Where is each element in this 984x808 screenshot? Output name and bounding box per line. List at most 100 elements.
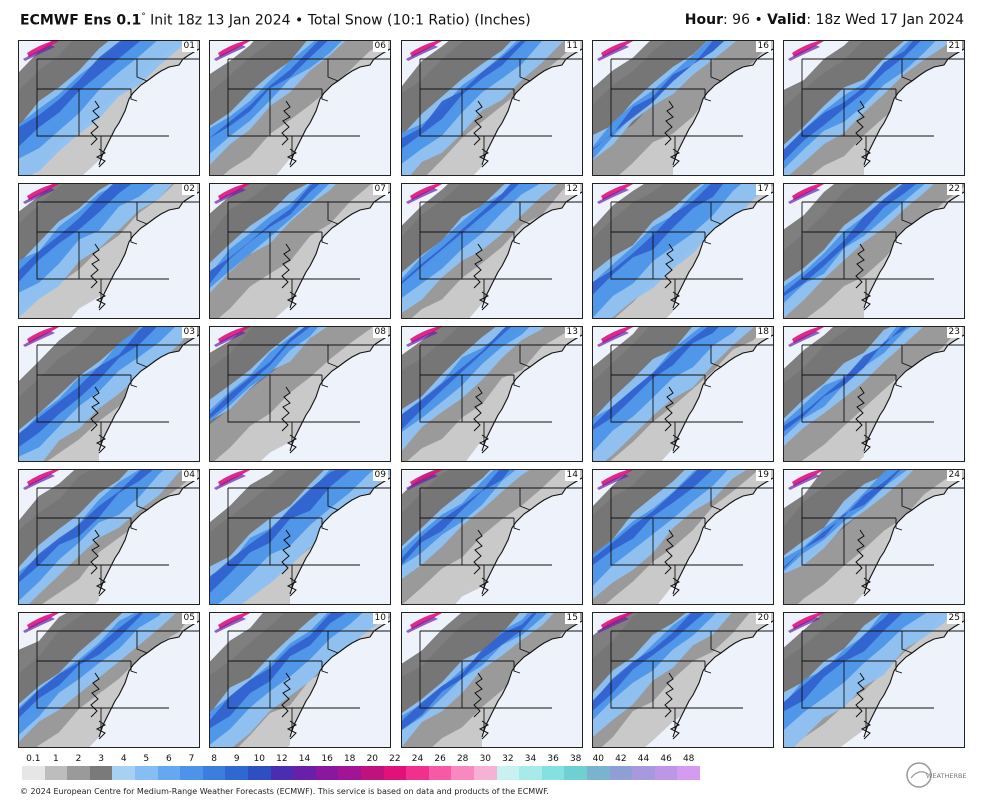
member-number: 04 bbox=[181, 470, 197, 481]
product-name: Total Snow (10:1 Ratio) (Inches) bbox=[307, 12, 531, 29]
colorbar-tick-label: 4 bbox=[120, 754, 127, 764]
colorbar-tick-label: 28 bbox=[456, 754, 469, 764]
member-panel-17: 17 bbox=[592, 183, 774, 319]
member-number: 12 bbox=[564, 184, 580, 195]
weatherbell-logo: WEATHERBELL bbox=[906, 762, 966, 788]
colorbar-swatch bbox=[315, 766, 339, 780]
valid-label: Valid bbox=[767, 12, 807, 28]
member-panel-15: 15 bbox=[401, 612, 583, 748]
member-number: 18 bbox=[755, 327, 771, 338]
snowfall-map bbox=[593, 613, 773, 747]
member-number: 13 bbox=[564, 327, 580, 338]
member-number: 03 bbox=[181, 327, 197, 338]
snowfall-map bbox=[210, 327, 390, 461]
colorbar-tick-label: 18 bbox=[343, 754, 356, 764]
colorbar-swatch bbox=[202, 766, 226, 780]
member-number: 07 bbox=[372, 184, 388, 195]
snowfall-map bbox=[402, 470, 582, 604]
bullet-separator: • bbox=[754, 12, 763, 28]
colorbar-swatch bbox=[541, 766, 565, 780]
colorbar-swatch bbox=[609, 766, 633, 780]
colorbar-tick-label: 36 bbox=[547, 754, 559, 764]
model-name: ECMWF Ens 0.1 bbox=[20, 12, 142, 29]
snowfall-map bbox=[19, 470, 199, 604]
logo-text: WEATHERBELL bbox=[926, 772, 966, 780]
member-panel-04: 04 bbox=[18, 469, 200, 605]
colorbar-swatch bbox=[564, 766, 588, 780]
colorbar-swatch bbox=[496, 766, 520, 780]
colorbar-swatch bbox=[180, 766, 204, 780]
colorbar-swatch bbox=[474, 766, 498, 780]
member-panel-05: 05 bbox=[18, 612, 200, 748]
colorbar-tick-label: 8 bbox=[211, 754, 217, 764]
colorbar-swatch bbox=[225, 766, 249, 780]
snowfall-map bbox=[784, 184, 964, 318]
snowfall-colorbar bbox=[22, 766, 701, 780]
colorbar-tick-label: 5 bbox=[143, 754, 150, 764]
snowfall-map bbox=[402, 613, 582, 747]
member-panel-21: 21 bbox=[783, 40, 965, 176]
degree-symbol: ° bbox=[141, 12, 146, 22]
colorbar-tick-label: 12 bbox=[276, 754, 288, 764]
colorbar-swatch bbox=[361, 766, 385, 780]
member-number: 24 bbox=[946, 470, 962, 481]
member-panel-02: 02 bbox=[18, 183, 200, 319]
colorbar-tick-label: 7 bbox=[188, 754, 195, 764]
colorbar-tick-label: 3 bbox=[98, 754, 104, 764]
member-panel-13: 13 bbox=[401, 326, 583, 462]
snowfall-map bbox=[593, 327, 773, 461]
member-panel-19: 19 bbox=[592, 469, 774, 605]
member-number: 08 bbox=[372, 327, 388, 338]
colorbar-tick-label: 38 bbox=[569, 754, 582, 764]
init-time: Init 18z 13 Jan 2024 bbox=[150, 12, 291, 29]
colorbar-swatch bbox=[519, 766, 543, 780]
hour-value: : 96 bbox=[723, 12, 750, 28]
member-number: 02 bbox=[181, 184, 197, 195]
snowfall-map bbox=[784, 613, 964, 747]
member-panel-24: 24 bbox=[783, 469, 965, 605]
snowfall-map bbox=[402, 184, 582, 318]
snowfall-map bbox=[402, 327, 582, 461]
snowfall-map bbox=[19, 184, 199, 318]
bullet-separator: • bbox=[294, 12, 304, 29]
colorbar-tick-label: 2 bbox=[75, 754, 82, 764]
member-panel-01: 01 bbox=[18, 40, 200, 176]
member-panel-25: 25 bbox=[783, 612, 965, 748]
colorbar-tick-label: 32 bbox=[502, 754, 514, 764]
member-panel-03: 03 bbox=[18, 326, 200, 462]
member-number: 22 bbox=[946, 184, 962, 195]
colorbar-swatch bbox=[112, 766, 136, 780]
colorbar-tick-label: 48 bbox=[682, 754, 695, 764]
member-panel-23: 23 bbox=[783, 326, 965, 462]
colorbar-tick-label: 10 bbox=[253, 754, 266, 764]
member-panel-18: 18 bbox=[592, 326, 774, 462]
colorbar-tick-label: 34 bbox=[524, 754, 537, 764]
colorbar-tick-label: 1 bbox=[53, 754, 59, 764]
member-panel-12: 12 bbox=[401, 183, 583, 319]
colorbar-swatch bbox=[248, 766, 272, 780]
colorbar-swatch bbox=[157, 766, 181, 780]
colorbar-swatch bbox=[270, 766, 294, 780]
colorbar-swatch bbox=[428, 766, 452, 780]
snowfall-map bbox=[784, 470, 964, 604]
colorbar-tick-label: 9 bbox=[233, 754, 240, 764]
colorbar-tick-label: 44 bbox=[637, 754, 650, 764]
snowfall-map bbox=[19, 327, 199, 461]
snowfall-map bbox=[593, 470, 773, 604]
hour-label: Hour bbox=[684, 12, 724, 28]
colorbar-swatch bbox=[632, 766, 656, 780]
valid-info: Hour: 96 • Valid: 18z Wed 17 Jan 2024 bbox=[685, 12, 964, 28]
snowfall-map bbox=[593, 184, 773, 318]
member-number: 20 bbox=[755, 613, 771, 624]
snowfall-map bbox=[19, 41, 199, 175]
colorbar-tick-label: 0.1 bbox=[26, 754, 41, 764]
member-number: 01 bbox=[181, 41, 197, 52]
colorbar-tick-label: 14 bbox=[298, 754, 311, 764]
snowfall-map bbox=[593, 41, 773, 175]
member-number: 19 bbox=[755, 470, 771, 481]
colorbar-swatch bbox=[406, 766, 430, 780]
colorbar-swatch bbox=[89, 766, 113, 780]
colorbar-swatch bbox=[44, 766, 68, 780]
member-panel-06: 06 bbox=[209, 40, 391, 176]
valid-value: : 18z Wed 17 Jan 2024 bbox=[806, 12, 964, 28]
